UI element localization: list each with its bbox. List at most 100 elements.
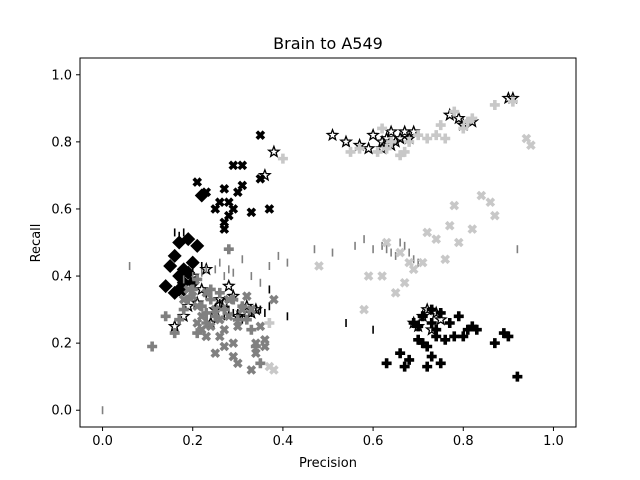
data-point	[431, 130, 442, 141]
data-point	[183, 294, 194, 305]
data-point	[246, 207, 257, 218]
data-point	[269, 294, 279, 305]
data-point	[196, 301, 207, 312]
y-tick-label: 1.0	[51, 68, 72, 83]
data-point	[210, 311, 221, 322]
data-point	[246, 324, 257, 335]
data-point	[314, 261, 324, 271]
data-point	[219, 324, 230, 335]
data-point	[228, 338, 239, 348]
data-point	[241, 314, 252, 325]
data-point	[147, 341, 158, 352]
data-point	[384, 124, 399, 138]
data-point	[233, 321, 243, 332]
data-point	[172, 282, 187, 297]
data-point	[462, 324, 473, 335]
data-point	[237, 180, 248, 191]
data-point	[467, 224, 478, 234]
data-point	[264, 204, 275, 214]
x-axis: 0.0 0.2 0.4 0.6 0.8 1.0	[92, 427, 564, 449]
y-tick-label: 0.8	[51, 135, 72, 150]
data-point	[194, 282, 209, 296]
data-point	[417, 257, 428, 268]
data-point	[377, 123, 388, 134]
data-point	[210, 304, 221, 315]
data-point	[404, 136, 415, 147]
data-point	[512, 371, 523, 382]
data-point	[246, 304, 257, 315]
data-point	[223, 244, 234, 255]
data-point	[381, 237, 392, 248]
data-point	[372, 146, 383, 157]
data-point	[250, 341, 261, 352]
data-point	[435, 307, 446, 318]
data-point	[190, 238, 205, 253]
data-point	[440, 254, 451, 265]
plot-frame	[79, 57, 577, 428]
data-point	[260, 341, 270, 352]
data-point	[413, 334, 424, 345]
chart-title: Brain to A549	[273, 34, 383, 53]
data-point	[422, 361, 433, 372]
data-point	[381, 358, 392, 369]
data-point	[345, 146, 356, 157]
data-point	[440, 334, 451, 345]
x-tick-label: 1.0	[543, 434, 564, 449]
data-point	[228, 294, 239, 305]
data-point	[228, 160, 239, 171]
data-point	[408, 264, 419, 275]
data-point	[507, 96, 518, 107]
data-point	[361, 141, 376, 155]
data-point	[433, 312, 448, 326]
data-point	[185, 255, 200, 270]
data-point	[399, 146, 410, 157]
data-point	[223, 311, 234, 322]
data-point	[255, 358, 266, 369]
data-point	[219, 224, 230, 234]
data-point	[413, 130, 424, 141]
data-point	[210, 348, 221, 359]
data-point	[219, 184, 230, 194]
y-tick-label: 0.0	[51, 404, 72, 419]
data-point	[449, 106, 460, 117]
data-point	[264, 318, 275, 329]
y-axis: 0.0 0.2 0.4 0.6 0.8 1.0	[51, 68, 80, 419]
data-point	[453, 311, 464, 322]
data-point	[489, 99, 500, 110]
data-point	[399, 361, 410, 372]
data-point	[174, 314, 185, 325]
data-point	[417, 311, 428, 322]
data-point	[377, 271, 387, 281]
data-point	[395, 150, 406, 161]
data-point	[255, 321, 266, 332]
data-point	[431, 331, 442, 342]
data-point	[242, 291, 252, 301]
data-point	[422, 341, 433, 352]
data-point	[167, 248, 182, 263]
data-point	[201, 318, 212, 329]
data-point	[214, 197, 225, 208]
data-point	[449, 200, 460, 211]
x-axis-label: Precision	[299, 456, 357, 471]
x-tick-label: 0.4	[273, 434, 294, 449]
data-point	[219, 304, 230, 315]
data-point	[449, 331, 460, 342]
data-point	[269, 365, 279, 375]
data-point	[266, 144, 281, 158]
data-point	[192, 177, 203, 187]
data-point	[422, 227, 433, 238]
data-point	[201, 307, 212, 318]
y-tick-label: 0.4	[51, 270, 72, 285]
data-point	[255, 130, 266, 140]
data-point	[160, 311, 171, 322]
data-point	[435, 120, 446, 131]
y-axis-label: Recall	[29, 224, 44, 263]
data-point	[214, 287, 225, 298]
data-point	[462, 116, 473, 127]
data-point	[395, 348, 406, 359]
data-point	[485, 197, 496, 208]
data-point	[363, 271, 374, 281]
data-point	[228, 204, 239, 214]
data-point	[395, 247, 405, 258]
